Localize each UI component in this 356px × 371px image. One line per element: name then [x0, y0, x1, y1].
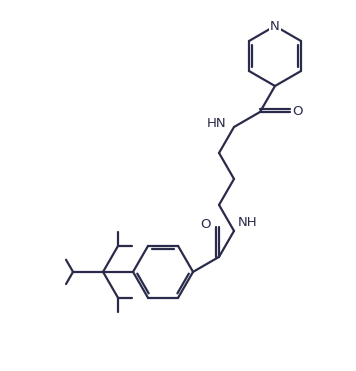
Text: HN: HN — [206, 118, 226, 131]
Text: N: N — [270, 20, 280, 33]
Text: O: O — [293, 105, 303, 118]
Text: O: O — [200, 219, 211, 232]
Text: NH: NH — [238, 216, 258, 229]
